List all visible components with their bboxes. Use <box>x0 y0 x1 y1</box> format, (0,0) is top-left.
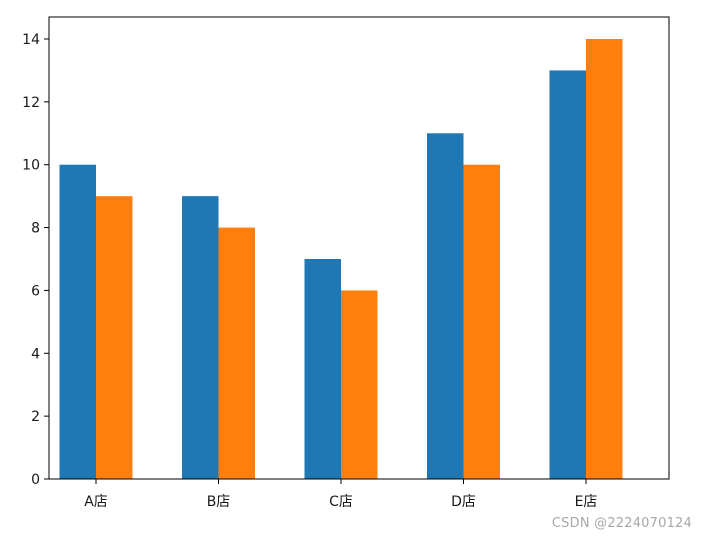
bar-series1-3 <box>304 259 341 479</box>
x-tick-label: A店 <box>84 494 108 510</box>
x-tick-label: D店 <box>451 494 476 510</box>
bars-layer <box>59 39 623 480</box>
bar-series1-2 <box>182 196 219 479</box>
x-axis-ticks: A店 B店 C店 D店 E店 <box>84 479 597 510</box>
bar-series2-3 <box>341 290 378 479</box>
y-tick-label: 14 <box>22 32 40 48</box>
y-tick-label: 8 <box>31 221 40 237</box>
bar-series1-4 <box>427 133 464 480</box>
watermark-text: CSDN @2224070124 <box>551 516 692 531</box>
x-tick-label: C店 <box>329 494 353 510</box>
bar-series1-5 <box>549 70 586 479</box>
bar-series2-2 <box>218 227 255 479</box>
y-axis-ticks: 0 2 4 6 8 10 12 14 <box>22 32 49 488</box>
x-tick-label: E店 <box>575 494 598 510</box>
bar-series2-4 <box>463 164 500 479</box>
bar-series1-1 <box>59 164 96 479</box>
x-tick-label: B店 <box>207 494 231 510</box>
y-tick-label: 12 <box>22 95 40 111</box>
plot-frame <box>48 16 670 480</box>
y-tick-label: 6 <box>31 283 40 299</box>
y-tick-label: 4 <box>31 346 40 362</box>
y-tick-label: 10 <box>22 158 40 174</box>
y-tick-label: 0 <box>31 472 40 488</box>
y-tick-label: 2 <box>31 409 40 425</box>
bar-series2-1 <box>96 196 133 479</box>
bar-series2-5 <box>586 39 623 479</box>
